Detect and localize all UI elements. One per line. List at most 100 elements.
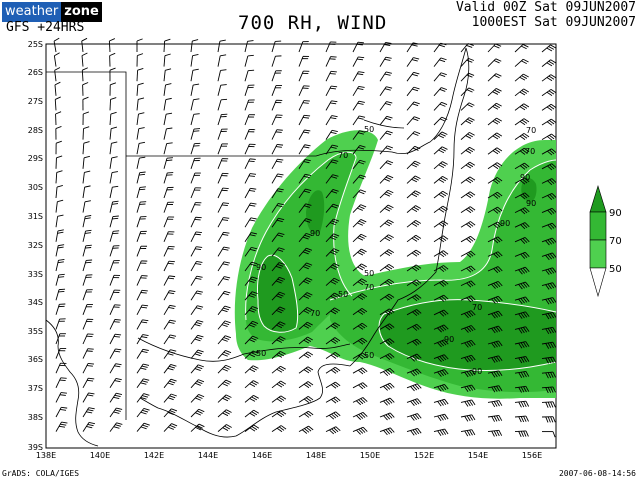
wind-barb-feather	[87, 348, 94, 350]
wind-barb	[190, 408, 200, 418]
wind-barb-feather	[111, 156, 118, 159]
wind-barb-feather	[384, 237, 391, 242]
wind-barb-feather	[331, 220, 338, 224]
wind-barb-feather	[115, 363, 122, 366]
wind-barb-feather	[549, 208, 555, 214]
wind-barb	[136, 157, 140, 169]
wind-barb-feather	[466, 74, 473, 78]
wind-barb	[163, 231, 169, 242]
wind-barb-feather	[522, 341, 528, 348]
wind-barb-feather	[305, 173, 312, 177]
wind-barb-feather	[387, 145, 393, 149]
wind-barb-feather	[470, 310, 476, 316]
wind-barb-feather	[306, 247, 313, 251]
wind-barb-feather	[253, 424, 260, 429]
wind-barb-feather	[389, 412, 395, 418]
wind-barb-feather	[58, 276, 65, 278]
wind-barb	[514, 73, 524, 82]
wind-barb-feather	[196, 410, 203, 414]
wind-barb	[352, 382, 363, 389]
wind-barb	[433, 57, 442, 67]
wind-barb-feather	[334, 366, 341, 372]
wind-barb-feather	[142, 319, 149, 322]
wind-barb-feather	[524, 266, 530, 273]
wind-barb	[109, 422, 117, 432]
wind-barb-feather	[276, 309, 282, 314]
wind-barb-feather	[495, 252, 501, 258]
wind-barb-feather	[547, 357, 552, 364]
wind-barb	[487, 206, 498, 213]
wind-barb	[487, 385, 499, 389]
wind-barb	[136, 231, 142, 242]
wind-barb-feather	[414, 160, 421, 165]
wind-barb-feather	[549, 164, 555, 170]
wind-barb-feather	[279, 306, 286, 310]
wind-barb-feather	[249, 263, 256, 267]
wind-barb	[379, 101, 387, 111]
wind-barb-feather	[496, 415, 500, 422]
wind-barb	[163, 216, 169, 228]
wind-barb-feather	[224, 305, 231, 309]
wind-barb	[325, 292, 335, 301]
wind-barb-feather	[358, 428, 364, 434]
wind-barb-feather	[276, 175, 283, 178]
wind-barb-feather	[251, 366, 257, 371]
wind-barb-feather	[411, 237, 418, 242]
wind-barb-feather	[467, 192, 474, 197]
wind-barb-feather	[492, 150, 499, 155]
wind-barb	[217, 350, 226, 359]
wind-barb-feather	[249, 339, 255, 343]
wind-barb-feather	[414, 354, 420, 360]
wind-barb-feather	[412, 162, 419, 166]
wind-barb	[325, 248, 335, 257]
wind-barb-feather	[495, 193, 501, 198]
wind-barb	[271, 365, 281, 374]
wind-barb-feather	[329, 414, 335, 420]
wind-barb-feather	[498, 415, 503, 421]
wind-barb	[55, 216, 59, 228]
wind-barb	[217, 379, 227, 389]
wind-barb	[271, 395, 282, 403]
wind-barb-feather	[194, 338, 201, 342]
wind-barb-feather	[495, 341, 501, 347]
wind-barb-feather	[389, 382, 395, 388]
wind-barb-feather	[492, 179, 499, 184]
wind-barb	[298, 129, 305, 140]
wind-barb	[325, 411, 336, 418]
wind-barb-feather	[546, 47, 553, 52]
wind-barb-feather	[360, 398, 366, 403]
wind-barb-feather	[468, 296, 474, 302]
wind-barb-feather	[549, 149, 555, 155]
wind-barb-feather	[222, 383, 229, 387]
wind-barb-feather	[275, 265, 282, 269]
wind-barb-feather	[470, 325, 476, 331]
wind-barb	[541, 312, 553, 316]
wind-barb	[541, 341, 553, 345]
wind-barb-feather	[520, 239, 526, 244]
wind-barb-feather	[413, 177, 419, 181]
wind-barb	[487, 191, 498, 199]
wind-barb-feather	[359, 339, 366, 344]
wind-barb-feather	[438, 164, 445, 168]
wind-barb-feather	[549, 297, 555, 304]
wind-barb-feather	[193, 98, 200, 101]
wind-barb-feather	[522, 193, 528, 199]
wind-barb-feather	[223, 381, 230, 385]
wind-barb-feather	[491, 430, 495, 437]
wind-barb-feather	[413, 191, 419, 196]
wind-barb-feather	[304, 234, 311, 238]
wind-barb-feather	[223, 322, 230, 326]
wind-barb-feather	[442, 161, 448, 165]
wind-barb	[514, 58, 524, 67]
wind-barb-feather	[523, 356, 527, 363]
wind-barb-feather	[412, 42, 419, 45]
wind-barb	[514, 162, 525, 170]
wind-barb-feather	[332, 264, 338, 269]
wind-barb	[54, 70, 57, 82]
wind-barb-feather	[170, 334, 177, 337]
wind-barb-feather	[495, 371, 501, 377]
wind-barb	[109, 113, 112, 126]
wind-barb-feather	[249, 190, 256, 192]
wind-barb-feather	[359, 279, 366, 284]
wind-barb-feather	[411, 193, 418, 198]
